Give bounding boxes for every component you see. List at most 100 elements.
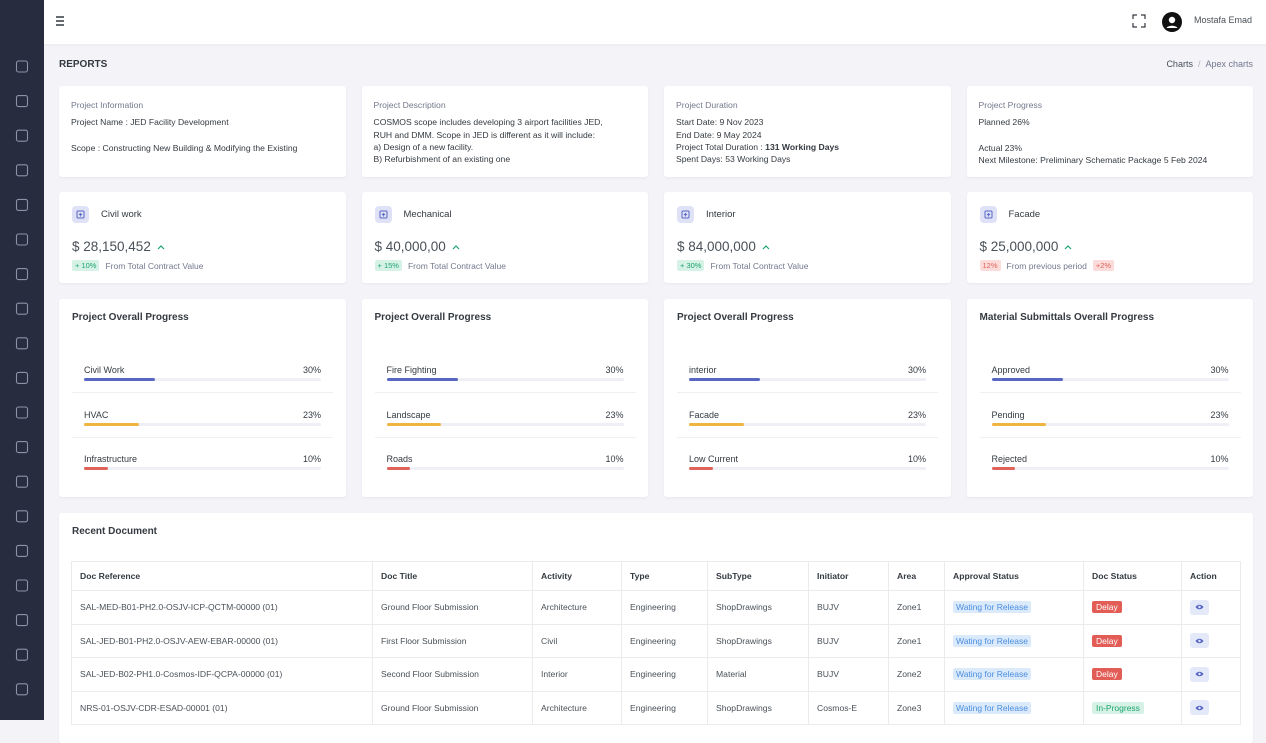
trend-up <box>452 245 460 250</box>
progress-item: Landscape 23% <box>374 410 636 454</box>
info-text: Next Milestone: Preliminary Schematic Pa… <box>978 154 1208 165</box>
nav-icon[interactable] <box>15 164 29 177</box>
progress-row: Project Overall Progress Civil Work 30% HVA… <box>59 299 1253 497</box>
table-row: SAL-JED-B02-PH1.0-Cosmos-IDF-QCPA-00000 … <box>71 657 1241 692</box>
nav-icon[interactable] <box>15 60 29 73</box>
progress-track <box>991 422 1229 426</box>
progress-bar <box>84 378 156 381</box>
nav-icon[interactable] <box>15 233 29 246</box>
progress-value: 30% <box>1210 365 1229 375</box>
breadcrumb-link[interactable]: Charts <box>1166 59 1193 69</box>
progress-divider <box>374 392 636 393</box>
progress-track <box>386 422 624 426</box>
info-text: a) Design of a new facility. <box>373 141 474 152</box>
nav-icon[interactable] <box>15 648 29 661</box>
table-cell: Architecture <box>532 690 622 725</box>
view-button[interactable] <box>1190 700 1209 716</box>
progress-value: 23% <box>302 409 321 420</box>
table-cell: SAL-MED-B01-PH2.0-OSJV-ICP-QCTM-00000 (0… <box>71 590 373 625</box>
table-cell: NRS-01-OSJV-CDR-ESAD-00001 (01) <box>71 690 373 725</box>
table-row: SAL-JED-B01-PH2.0-OSJV-AEW-EBAR-00000 (0… <box>71 623 1241 658</box>
progress-item: Civil Work 30% <box>72 365 333 409</box>
progress-divider <box>677 436 938 438</box>
view-button[interactable] <box>1190 666 1209 682</box>
progress-item: Facade 23% <box>677 409 938 454</box>
info-paragraph: Start Date: 9 Nov 2023 End Date: 9 May 20… <box>676 116 939 165</box>
progress-card: Material Submittals Overall Progress Appr… <box>966 299 1253 497</box>
nav-icon[interactable] <box>15 302 29 315</box>
progress-item: interior 30% <box>677 365 938 409</box>
approval-badge: Wating for Release <box>953 668 1031 681</box>
action-cell <box>1181 690 1241 725</box>
approval-cell: Wating for Release <box>944 623 1084 658</box>
menu-toggle[interactable] <box>55 12 75 32</box>
progress-item: Infrastructure 10% <box>84 454 321 498</box>
nav-icon[interactable] <box>15 268 29 281</box>
info-line: Planned 26% <box>979 116 1229 128</box>
progress-track <box>84 378 321 381</box>
view-button[interactable] <box>1190 633 1209 649</box>
info-text: Scope : Constructing New Building & Modi… <box>71 142 298 153</box>
approval-badge: Wating for Release <box>953 601 1031 614</box>
stat-row: Civil work $ 28,150,452 + 10% From Total Co… <box>59 192 1253 283</box>
status-badge: Delay <box>1092 634 1122 647</box>
nav-icon[interactable] <box>15 337 29 350</box>
table-cell: Zone1 <box>888 590 945 625</box>
action-cell <box>1181 623 1241 658</box>
progress-value: 10% <box>1210 454 1229 464</box>
table-header: Doc Reference Doc Title Activity Type SubTyp… <box>71 561 1241 591</box>
fullscreen-button[interactable] <box>1132 14 1146 28</box>
column-header: Doc Reference <box>71 561 373 591</box>
table-cell: Architecture <box>532 590 622 625</box>
table-cell: BUJV <box>808 623 889 658</box>
action-cell <box>1181 657 1241 692</box>
progress-divider <box>72 436 333 438</box>
user-avatar[interactable] <box>1161 11 1183 33</box>
progress-track <box>386 378 624 381</box>
progress-label: Approved <box>991 365 1031 375</box>
progress-track <box>689 422 926 426</box>
info-text: Project Total Duration : <box>676 141 763 152</box>
nav-icon[interactable] <box>15 198 29 211</box>
stat-amount: $ 40,000,00 <box>375 239 460 254</box>
nav-icon[interactable] <box>15 371 29 384</box>
progress-divider <box>979 392 1241 393</box>
progress-title: Project Overall Progress <box>677 312 794 323</box>
user-name[interactable]: Mostafa Emad <box>1194 15 1253 25</box>
progress-item: Roads 10% <box>386 454 624 498</box>
stat-note: From Total Contract Value <box>407 260 506 271</box>
info-line: Actual 23% <box>979 142 1229 154</box>
stat-icon <box>979 206 997 223</box>
nav-icon[interactable] <box>15 579 29 592</box>
nav-icon[interactable] <box>15 95 29 108</box>
breadcrumb: Charts / Apex charts <box>1166 59 1253 69</box>
stat-amount: $ 84,000,000 <box>677 239 770 254</box>
stat-amount-text: $ 28,150,452 <box>72 239 151 254</box>
sidebar-icons <box>15 60 29 696</box>
info-text: End Date: 9 May 2024 <box>676 129 762 140</box>
info-text: Planned 26% <box>978 117 1030 128</box>
table-cell: BUJV <box>808 590 889 625</box>
nav-icon[interactable] <box>15 510 29 523</box>
table-cell: Engineering <box>621 657 708 692</box>
nav-icon[interactable] <box>15 614 29 627</box>
progress-value: 23% <box>907 409 926 420</box>
stat-card: Civil work $ 28,150,452 + 10% From Total Co… <box>59 192 346 283</box>
nav-icon[interactable] <box>15 129 29 142</box>
nav-icon[interactable] <box>15 441 29 454</box>
stat-sub: + 15% From Total Contract Value <box>374 260 506 271</box>
progress-label: Civil Work <box>84 365 125 375</box>
progress-bar <box>689 422 744 426</box>
progress-bar <box>386 467 411 470</box>
column-header: Initiator <box>808 561 889 591</box>
info-line: a) Design of a new facility. <box>374 141 624 153</box>
nav-icon[interactable] <box>15 406 29 419</box>
table-cell: ShopDrawings <box>707 623 809 658</box>
nav-icon[interactable] <box>15 475 29 488</box>
nav-icon[interactable] <box>15 683 29 696</box>
progress-track <box>84 422 321 426</box>
view-button[interactable] <box>1190 599 1209 615</box>
table-cell: Zone2 <box>888 657 945 692</box>
nav-icon[interactable] <box>15 544 29 557</box>
